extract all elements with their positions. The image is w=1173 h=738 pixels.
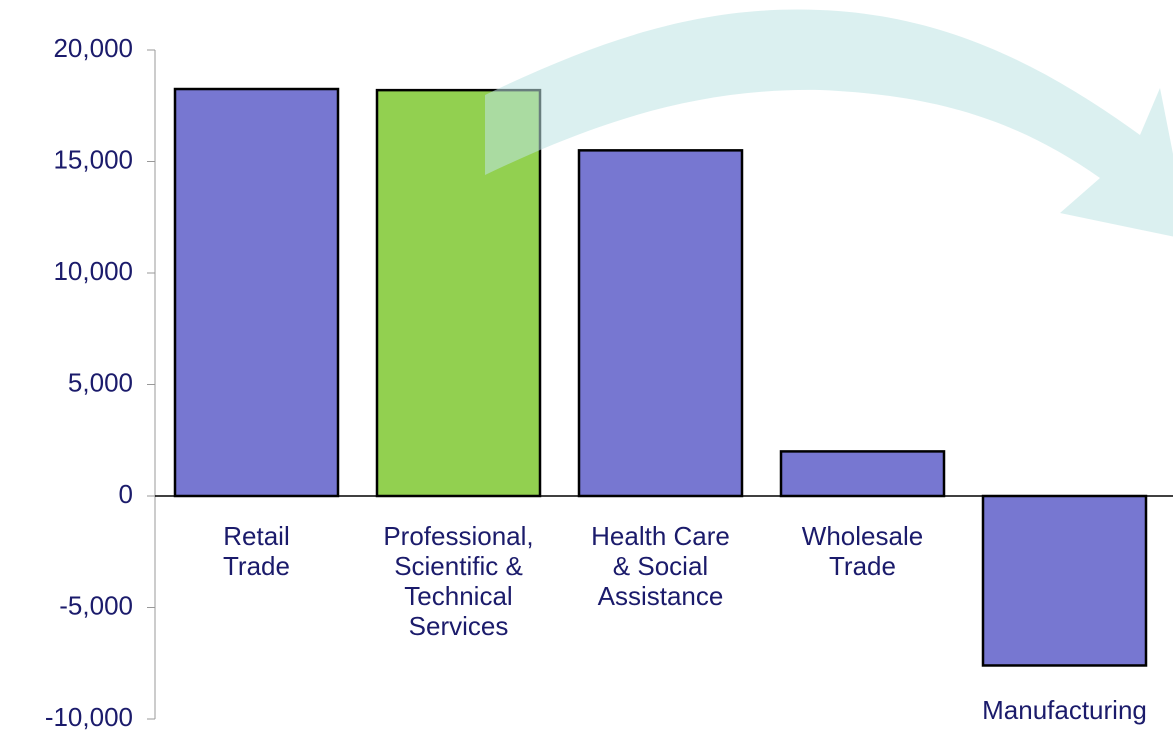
x-tick-label: Health Care & Social Assistance: [591, 521, 730, 611]
y-tick-label: 10,000: [53, 256, 133, 286]
bar: [173, 87, 340, 498]
y-tick-label: 20,000: [53, 33, 133, 63]
y-tick-label: -5,000: [59, 590, 133, 620]
bar: [981, 494, 1148, 667]
y-tick-label: 15,000: [53, 144, 133, 174]
bar: [577, 149, 744, 498]
bars: [173, 87, 1148, 667]
y-tick-label: -10,000: [45, 702, 133, 732]
x-tick-label: Professional, Scientific & Technical Ser…: [383, 521, 534, 641]
x-tick-label: Retail Trade: [223, 521, 290, 581]
bar: [779, 450, 946, 498]
x-tick-label: Wholesale Trade: [801, 521, 924, 581]
x-tick-label: Manufacturing: [982, 695, 1147, 726]
y-tick-label: 5,000: [68, 367, 133, 397]
decorative-arrow: [485, 9, 1173, 237]
y-tick-label: 0: [119, 479, 133, 509]
